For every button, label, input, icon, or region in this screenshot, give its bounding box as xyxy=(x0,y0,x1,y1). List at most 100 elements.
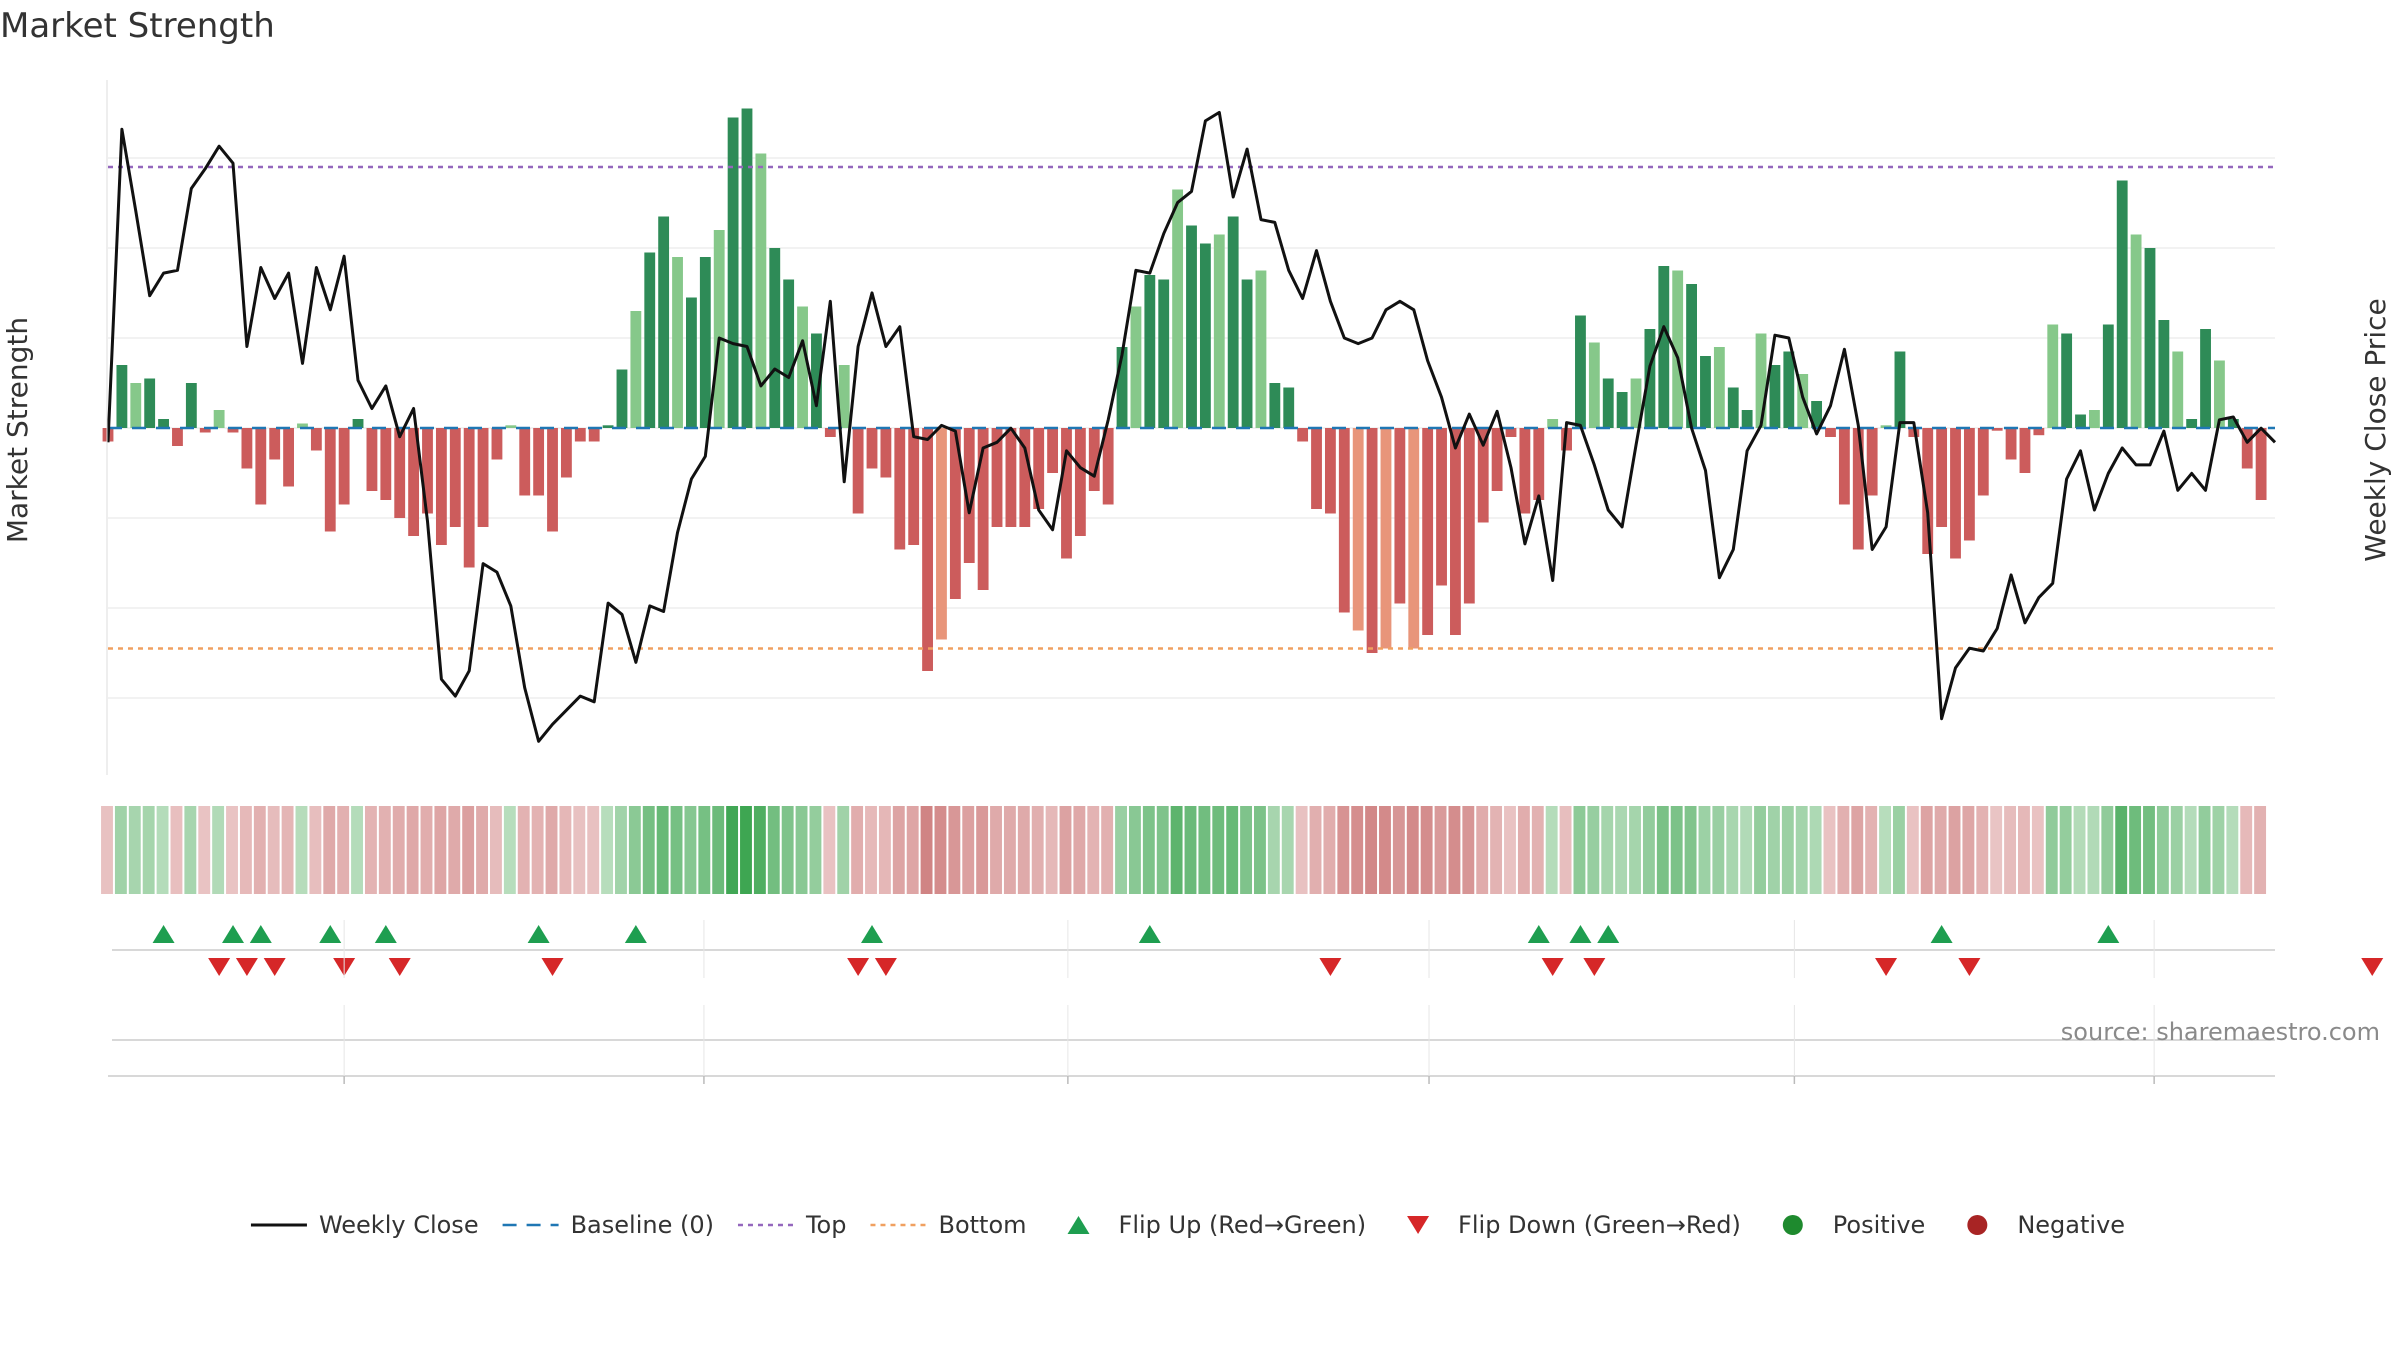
heat-cell xyxy=(1392,806,1405,894)
heat-cell xyxy=(2045,806,2058,894)
heat-cell xyxy=(1379,806,1391,894)
strength-bar xyxy=(616,369,628,428)
heat-cell xyxy=(1837,806,1850,894)
heat-cell xyxy=(1212,806,1225,894)
strength-bar xyxy=(213,410,225,428)
heat-cell xyxy=(1962,806,1975,894)
heat-cell xyxy=(1170,806,1183,894)
heat-cell xyxy=(128,806,141,894)
strength-bar xyxy=(1491,428,1503,491)
heat-cell xyxy=(781,806,794,894)
legend-item: Flip Down (Green→Red) xyxy=(1407,1211,1741,1239)
strength-bar xyxy=(1227,216,1239,428)
heat-cell xyxy=(1017,806,1030,894)
heat-cell xyxy=(642,806,655,894)
strength-bar xyxy=(1005,428,1017,527)
heat-cell xyxy=(545,806,558,894)
heat-cell xyxy=(114,806,127,894)
strength-bar xyxy=(1977,428,1989,496)
strength-bar xyxy=(2116,180,2128,428)
strength-bar xyxy=(894,428,906,550)
x-axis xyxy=(108,920,2275,1084)
strength-bar xyxy=(1644,329,1656,428)
strength-bar xyxy=(1894,351,1906,428)
legend-item: Bottom xyxy=(870,1211,1027,1239)
right-axis-title: Weekly Close Price xyxy=(2359,298,2392,561)
heat-cell xyxy=(378,806,391,894)
legend-label: Top xyxy=(805,1211,847,1239)
heat-cell xyxy=(1337,806,1350,894)
heat-cell xyxy=(1573,806,1586,894)
price-line-group xyxy=(106,110,2277,743)
strength-bar xyxy=(1741,410,1753,428)
heat-cell xyxy=(767,806,780,894)
legend: Weekly Close Baseline (0) Top Bottom Flip Up… xyxy=(250,1211,2125,1239)
heat-cell xyxy=(1045,806,1058,894)
strength-bar xyxy=(283,428,295,487)
strength-bar xyxy=(1463,428,1475,604)
strength-bar xyxy=(1811,401,1823,428)
heat-cell xyxy=(656,806,669,894)
strength-bar xyxy=(1755,333,1767,428)
heat-cell xyxy=(2198,806,2211,894)
flip-up-marker xyxy=(1930,925,1953,943)
heat-cell xyxy=(865,806,877,894)
strength-bar xyxy=(2158,320,2170,428)
heat-cell xyxy=(1740,806,1753,894)
heat-cell xyxy=(1490,806,1503,894)
flip-down-marker xyxy=(1875,958,1898,976)
heat-cell xyxy=(1712,806,1725,894)
source-label: source: sharemaestro.com xyxy=(2061,1018,2380,1046)
heat-cell xyxy=(906,806,919,894)
heat-cell xyxy=(101,806,113,894)
heat-cell xyxy=(809,806,822,894)
strength-bar xyxy=(477,428,489,527)
strength-bar xyxy=(797,306,808,428)
strength-bar xyxy=(1158,279,1170,428)
flip-down-marker xyxy=(541,958,564,976)
strength-bar xyxy=(1588,342,1600,428)
strength-bar xyxy=(713,230,725,428)
heat-cell xyxy=(170,806,183,894)
flip-up-marker xyxy=(861,925,884,943)
heat-cell xyxy=(1031,806,1044,894)
price-line xyxy=(106,110,2277,743)
strength-bar xyxy=(866,428,878,469)
heat-cell xyxy=(1920,806,1933,894)
heat-cell xyxy=(2226,806,2239,894)
strength-bar xyxy=(185,383,197,428)
heat-cell xyxy=(990,806,1002,894)
strength-bar xyxy=(2061,333,2073,428)
strength-bar xyxy=(1713,347,1725,428)
strength-bar xyxy=(1380,428,1392,649)
strength-bar xyxy=(838,365,850,428)
heat-cell xyxy=(878,806,891,894)
strength-bar xyxy=(977,428,989,590)
strength-bar xyxy=(2227,419,2239,428)
strength-bar xyxy=(1672,270,1684,428)
heat-cell xyxy=(1559,806,1572,894)
heat-cell xyxy=(1545,806,1558,894)
heat-cell xyxy=(295,806,308,894)
flip-down-marker xyxy=(2361,958,2384,976)
strength-bar xyxy=(2172,351,2184,428)
heat-cell xyxy=(712,806,725,894)
heat-cell xyxy=(601,806,614,894)
heat-cell xyxy=(2170,806,2183,894)
heat-cell xyxy=(573,806,586,894)
heat-cell xyxy=(1059,806,1072,894)
strength-bar xyxy=(880,428,892,478)
flip-down-marker xyxy=(263,958,286,976)
strength-bar xyxy=(1658,266,1670,428)
strength-bar xyxy=(908,428,920,545)
heat-cell xyxy=(1462,806,1475,894)
heat-cell xyxy=(976,806,989,894)
strength-bar xyxy=(2241,428,2253,469)
strength-bar xyxy=(699,257,711,428)
legend-dot-icon xyxy=(1967,1215,1988,1235)
heat-cell xyxy=(2018,806,2030,894)
strength-bar xyxy=(116,365,128,428)
strength-bar xyxy=(241,428,253,469)
strength-bar xyxy=(394,428,406,518)
strength-bar xyxy=(824,428,836,437)
